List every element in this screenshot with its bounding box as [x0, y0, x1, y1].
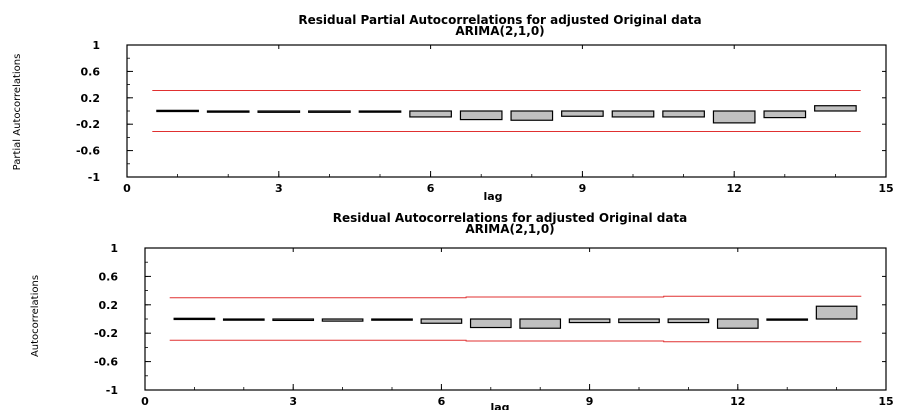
acf-ytick-label: -0.6	[94, 356, 118, 369]
pacf-xtick-label: 0	[123, 182, 131, 195]
acf-bar-lag-6	[420, 318, 463, 324]
pacf-ytick-label: -1	[88, 171, 100, 184]
acf-bar-lag-12	[716, 318, 759, 329]
pacf-bar-lag-9	[561, 110, 604, 117]
acf-bar-lag-8	[519, 318, 562, 329]
acf-bar-lag-1	[173, 317, 216, 321]
acf-ytick-label: 1	[110, 242, 118, 255]
acf-ytick-label: 0.2	[99, 299, 119, 312]
acf-xtick-label: 3	[289, 395, 297, 408]
pacf-bar-lag-5	[358, 110, 402, 113]
acf-panel: Residual Autocorrelations for adjusted O…	[30, 211, 894, 410]
pacf-bar-lag-4	[308, 110, 351, 113]
pacf-xlabel: lag	[483, 190, 502, 203]
pacf-xtick-label: 6	[427, 182, 435, 195]
acf-xtick-label: 0	[141, 395, 149, 408]
pacf-bar-lag-8	[510, 110, 554, 121]
pacf-ytick-label: 1	[92, 39, 100, 52]
pacf-ytick-label: 0.2	[81, 92, 101, 105]
pacf-panel: Residual Partial Autocorrelations for ad…	[12, 13, 894, 203]
pacf-xtick-label: 12	[727, 182, 742, 195]
acf-bar-lag-13	[766, 318, 809, 321]
acf-ytick-label: -0.2	[94, 327, 118, 340]
pacf-subtitle: ARIMA(2,1,0)	[455, 24, 544, 38]
pacf-title: Residual Partial Autocorrelations for ad…	[298, 13, 701, 27]
acf-lower-limit-line	[169, 339, 862, 343]
acf-xtick-label: 12	[730, 395, 745, 408]
pacf-bar-lag-13	[763, 110, 807, 119]
acf-bar-lag-2	[222, 318, 265, 321]
pacf-bar-lag-1	[156, 109, 199, 113]
pacf-ytick-label: 0.6	[81, 65, 101, 78]
acf-xtick-label: 6	[438, 395, 446, 408]
pacf-xtick-label: 3	[275, 182, 283, 195]
pacf-bar-lag-2	[206, 110, 250, 113]
pacf-bar-lag-11	[662, 110, 705, 118]
pacf-bar-lag-10	[611, 110, 655, 118]
acf-ylabel: Autocorrelations	[30, 275, 41, 357]
acf-ytick-label: -1	[106, 384, 118, 397]
acf-subtitle: ARIMA(2,1,0)	[465, 222, 554, 236]
acf-bar-lag-7	[469, 318, 512, 329]
pacf-ytick-label: -0.6	[76, 145, 100, 158]
pacf-ylabel: Partial Autocorrelations	[12, 54, 23, 171]
acf-bar-lag-5	[371, 318, 413, 321]
acf-bar-lag-11	[667, 318, 710, 324]
acf-xtick-label: 15	[878, 395, 893, 408]
acf-upper-limit-line	[169, 295, 862, 299]
acf-title: Residual Autocorrelations for adjusted O…	[333, 211, 688, 225]
acf-bar-lag-14	[815, 305, 858, 320]
acf-bar-lag-10	[618, 318, 660, 324]
acf-bar-lag-9	[568, 318, 611, 324]
acf-xtick-label: 9	[586, 395, 594, 408]
acf-xlabel: lag	[490, 401, 509, 410]
pacf-xtick-label: 15	[878, 182, 893, 195]
pacf-bar-lag-12	[712, 110, 756, 124]
pacf-ytick-label: -0.2	[76, 118, 100, 131]
pacf-bar-lag-14	[814, 105, 857, 112]
acf-ytick-label: 0.6	[99, 270, 119, 283]
pacf-xtick-label: 9	[579, 182, 587, 195]
pacf-bar-lag-7	[459, 110, 503, 121]
acf-bar-lag-3	[272, 318, 315, 322]
pacf-bar-lag-3	[257, 110, 301, 113]
acf-bar-lag-4	[321, 318, 364, 322]
pacf-bar-lag-6	[409, 110, 452, 118]
